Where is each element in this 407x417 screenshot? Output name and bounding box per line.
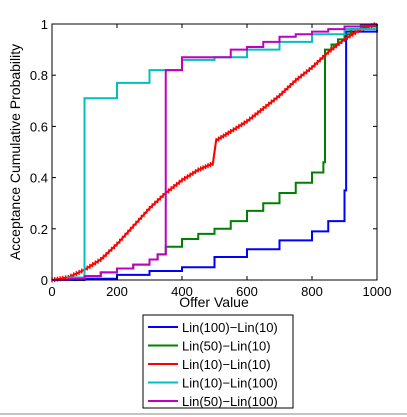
series-line-4 xyxy=(52,24,378,281)
legend-label-1: Lin(50)−Lin(10) xyxy=(182,339,271,354)
legend-label-0: Lin(100)−Lin(10) xyxy=(182,320,278,335)
x-tick-label: 400 xyxy=(171,284,193,299)
legend-label-4: Lin(50)−Lin(100) xyxy=(182,394,278,409)
plot-lines xyxy=(51,22,378,283)
y-tick-label: 0.8 xyxy=(30,68,48,83)
y-tick-label: 0.2 xyxy=(30,222,48,237)
series-line-0 xyxy=(52,24,378,281)
axis-ticks: 0 200 400 600 800 1000 0 0.2 0.4 0.6 0.8 1 xyxy=(30,17,392,299)
x-tick-label: 600 xyxy=(236,284,258,299)
x-tick-label: 800 xyxy=(301,284,323,299)
y-tick-label: 0 xyxy=(41,273,48,288)
y-tick-label: 0.4 xyxy=(30,171,48,186)
x-tick-label: 200 xyxy=(106,284,128,299)
plot-frame xyxy=(51,23,378,281)
legend-box xyxy=(142,314,294,409)
y-tick-label: 0.6 xyxy=(30,119,48,134)
y-axis-label: Acceptance Cumulative Probability xyxy=(7,44,23,260)
legend-label-2: Lin(10)−Lin(10) xyxy=(182,357,271,372)
x-axis-label: Offer Value xyxy=(179,294,249,310)
y-tick-label: 1 xyxy=(41,17,48,32)
x-tick-label: 0 xyxy=(48,284,55,299)
x-tick-label: 1000 xyxy=(363,284,392,299)
legend-label-3: Lin(10)−Lin(100) xyxy=(182,376,278,391)
legend: Lin(100)−Lin(10) Lin(50)−Lin(10) Lin(10)−L… xyxy=(142,314,294,409)
series-line-3 xyxy=(52,24,378,281)
